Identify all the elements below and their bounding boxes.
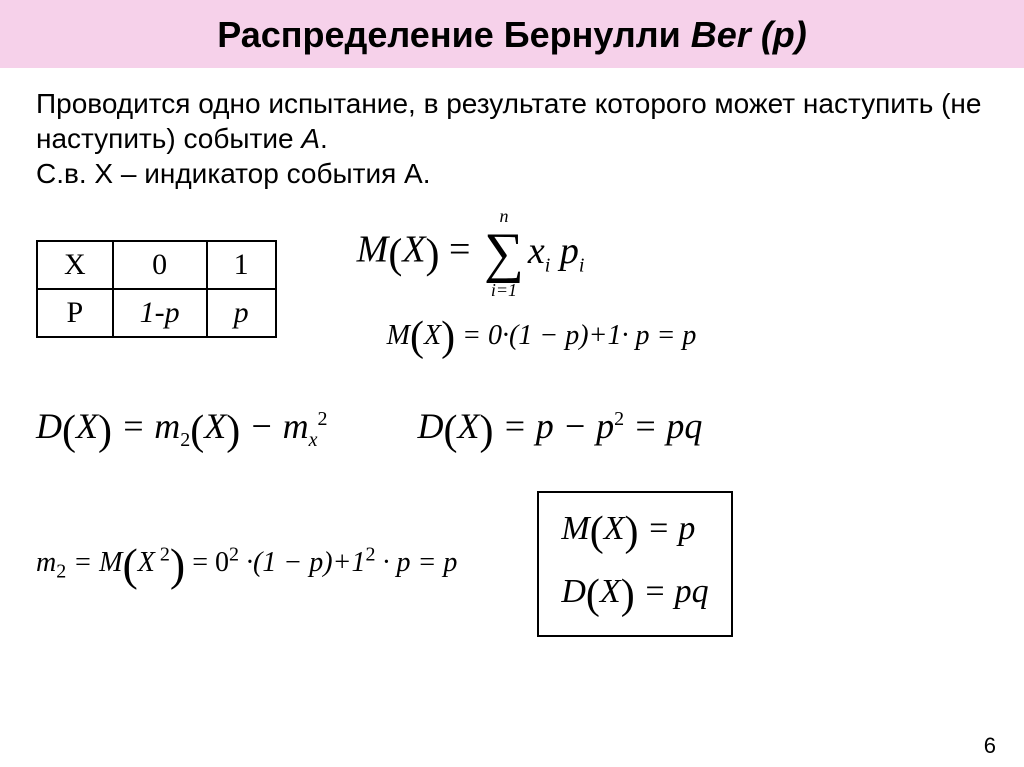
eq-dx-def: D(X) = m2(X) − mx2 xyxy=(36,405,327,455)
slide-content: Проводится одно испытание, в результате … xyxy=(0,86,1024,637)
table-cell: X xyxy=(37,241,113,289)
intro-event-a: А xyxy=(301,123,320,154)
result-box: M(X) = p D(X) = pq xyxy=(537,491,732,637)
table-cell: p xyxy=(207,289,276,337)
box-mx: M(X) = p xyxy=(561,501,708,564)
intro-line2b: A. xyxy=(404,158,430,189)
sigma-icon: n ∑ i=1 xyxy=(484,207,524,299)
intro-text: Проводится одно испытание, в результате … xyxy=(36,86,988,191)
intro-dot: . xyxy=(320,123,328,154)
eq-X: X xyxy=(402,229,425,271)
eq-mx-sum: M(X) = n ∑ i=1 xi pi xyxy=(357,207,697,299)
box-dx: D(X) = pq xyxy=(561,564,708,627)
eq-mx-expand: M(X) = 0·(1 − p)+1· p = p xyxy=(387,313,697,361)
title-em: Ber (p) xyxy=(691,14,807,55)
probability-table: X 0 1 P 1-p p xyxy=(36,240,277,338)
title-main: Распределение Бернулли xyxy=(217,14,691,55)
slide-title-bar: Распределение Бернулли Ber (p) xyxy=(0,0,1024,68)
intro-line1: Проводится одно испытание, в результате … xyxy=(36,88,981,154)
expectation-formulas: M(X) = n ∑ i=1 xi pi M(X) = 0·(1 − p)+1·… xyxy=(357,207,697,361)
table-cell: P xyxy=(37,289,113,337)
table-cell: 1 xyxy=(207,241,276,289)
intro-line2a: С.в. Х – индикатор события xyxy=(36,158,404,189)
eq-dx-calc: D(X) = p − p2 = pq xyxy=(417,405,702,455)
table-cell: 1-p xyxy=(113,289,207,337)
table-cell: 0 xyxy=(113,241,207,289)
page-number: 6 xyxy=(984,733,996,759)
eq-m2: m2 = M(X 2) = 02 ·(1 − p)+12 · p = p xyxy=(36,538,457,591)
eq-M: M xyxy=(357,229,389,271)
eq-equals: = xyxy=(449,229,480,271)
